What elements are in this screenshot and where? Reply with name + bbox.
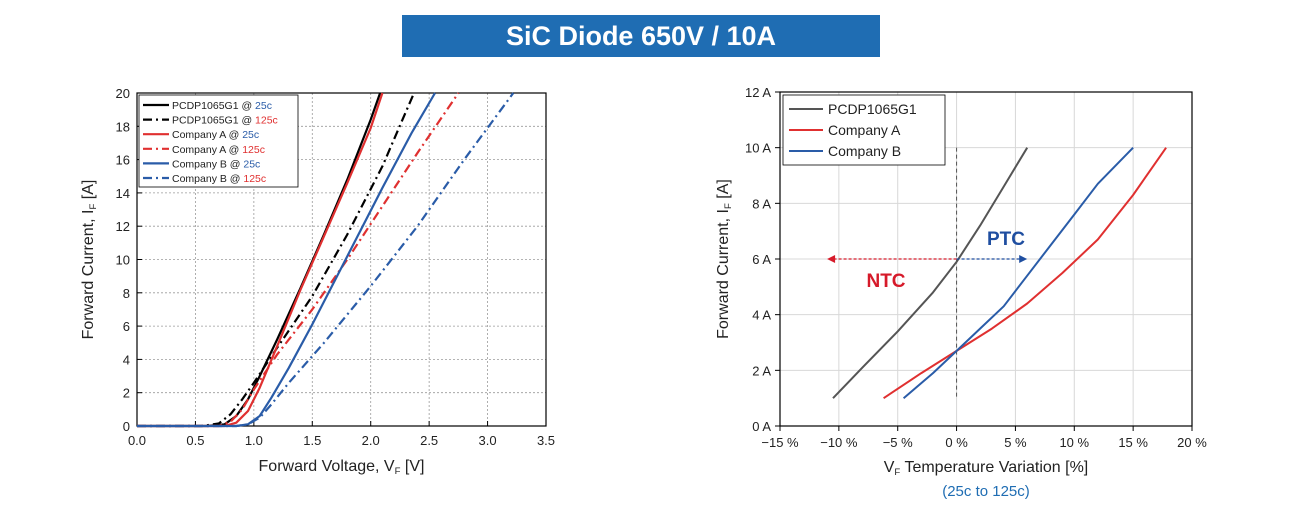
y-tick-label: 16 xyxy=(116,153,130,168)
ntc-label: NTC xyxy=(866,271,905,292)
legend-condition: 125c xyxy=(243,173,266,185)
y-tick-label: 0 xyxy=(123,419,130,434)
y-tick-label: 20 xyxy=(116,86,130,101)
y-axis-title: Forward Current, IF [A] xyxy=(715,179,734,339)
legend-label: Company A @ 125c xyxy=(172,144,265,156)
y-tick-label: 8 A xyxy=(752,196,771,211)
y-tick-label: 2 xyxy=(123,386,130,401)
x-tick-label: 3.5 xyxy=(537,433,555,448)
y-axis-title-unit: [A] xyxy=(715,179,732,203)
x-tick-label: 10 % xyxy=(1059,435,1089,450)
x-tick-label: −10 % xyxy=(820,435,858,450)
x-axis-note: (25c to 125c) xyxy=(942,483,1030,500)
x-tick-label: 0.5 xyxy=(186,433,204,448)
y-axis-title: Forward Current, IF [A] xyxy=(80,180,99,340)
legend-device: Company B @ xyxy=(172,158,243,170)
x-tick-label: 2.0 xyxy=(362,433,380,448)
ptc-arrowhead xyxy=(1019,255,1028,263)
banner-title: SiC Diode 650V / 10A xyxy=(402,15,880,57)
y-tick-label: 4 xyxy=(123,352,130,367)
x-tick-label: 20 % xyxy=(1177,435,1207,450)
y-tick-label: 14 xyxy=(116,186,130,201)
series-line xyxy=(137,92,384,428)
x-tick-label: 2.5 xyxy=(420,433,438,448)
x-tick-label: 0 % xyxy=(945,435,968,450)
y-tick-label: 12 A xyxy=(745,85,771,100)
series-line xyxy=(137,92,436,428)
x-axis-title-unit: Temperature Variation [%] xyxy=(900,459,1088,476)
x-tick-label: −5 % xyxy=(883,435,913,450)
y-tick-label: 2 A xyxy=(752,363,771,378)
legend-condition: 125c xyxy=(255,115,278,127)
legend-condition: 25c xyxy=(243,158,260,170)
legend-condition: 25c xyxy=(255,100,272,112)
legend-label: Company A @ 25c xyxy=(172,129,259,141)
series-line xyxy=(137,92,515,428)
legend-device: Company B @ xyxy=(172,173,243,185)
y-tick-label: 10 A xyxy=(745,141,771,156)
legend-device: Company A @ xyxy=(172,129,242,141)
legend-label: Company B xyxy=(828,143,901,159)
series-line xyxy=(137,92,416,428)
legend-label: Company B @ 25c xyxy=(172,158,260,170)
series-line xyxy=(137,92,460,428)
legend-box xyxy=(138,94,299,188)
ptc-label: PTC xyxy=(987,229,1025,250)
right-chart-group: −15 % −10 % −5 % 0 % 5 % 10 % 15 % 20 % 0 A 2 A 4 … xyxy=(715,85,1207,500)
x-axis-title-main: V xyxy=(884,459,895,476)
y-axis-title-main: Forward Current, I xyxy=(715,209,732,339)
y-tick-label: 6 A xyxy=(752,252,771,267)
x-tick-label: 3.0 xyxy=(479,433,497,448)
series-line xyxy=(902,147,1134,399)
series-line xyxy=(832,147,1029,399)
x-axis-title-unit: [V] xyxy=(400,458,424,475)
y-tick-label: 10 xyxy=(116,253,130,268)
legend-condition: 25c xyxy=(242,129,259,141)
ntc-arrowhead xyxy=(827,255,836,263)
legend-condition: 125c xyxy=(242,144,265,156)
y-tick-label: 0 A xyxy=(752,419,771,434)
y-axis-title-main: Forward Current, I xyxy=(80,210,97,340)
y-tick-label: 4 A xyxy=(752,308,771,323)
y-axis-title-subscript: F xyxy=(723,203,734,209)
legend-device: PCDP1065G1 @ xyxy=(172,100,255,112)
legend-device: PCDP1065G1 @ xyxy=(172,115,255,127)
x-axis-title: VF Temperature Variation [%] xyxy=(884,459,1089,478)
legend-label: Company B @ 125c xyxy=(172,173,266,185)
x-tick-label: 15 % xyxy=(1118,435,1148,450)
x-tick-label: −15 % xyxy=(761,435,799,450)
legend-label: PCDP1065G1 xyxy=(828,101,917,117)
legend-label: PCDP1065G1 @ 25c xyxy=(172,100,272,112)
legend-label: Company A xyxy=(828,122,901,138)
x-axis-title-subscript: F xyxy=(395,466,401,477)
legend-device: Company A @ xyxy=(172,144,242,156)
y-tick-label: 12 xyxy=(116,219,130,234)
x-tick-label: 5 % xyxy=(1004,435,1027,450)
y-tick-label: 18 xyxy=(116,119,130,134)
x-axis-title-subscript: F xyxy=(894,467,900,478)
series-line xyxy=(883,147,1167,400)
y-tick-label: 8 xyxy=(123,286,130,301)
legend-label: PCDP1065G1 @ 125c xyxy=(172,115,278,127)
x-tick-label: 1.5 xyxy=(303,433,321,448)
y-axis-title-unit: [A] xyxy=(80,180,97,204)
y-axis-title-subscript: F xyxy=(88,204,99,210)
x-axis-title: Forward Voltage, VF [V] xyxy=(259,458,425,477)
x-tick-label: 1.0 xyxy=(245,433,263,448)
x-tick-label: 0.0 xyxy=(128,433,146,448)
left-chart-group: 0.0 0.5 1.0 1.5 2.0 2.5 3.0 3.5 0 2 4 6 8 10 12 14 16 18 2… xyxy=(80,86,555,477)
x-axis-title-main: Forward Voltage, V xyxy=(259,458,395,475)
y-tick-label: 6 xyxy=(123,319,130,334)
